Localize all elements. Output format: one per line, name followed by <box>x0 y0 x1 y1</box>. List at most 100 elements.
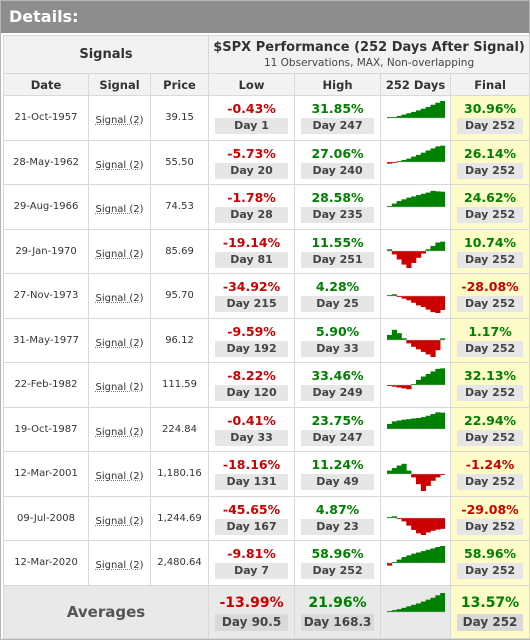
sparkline-cell <box>380 495 452 541</box>
sparkline-bar <box>420 193 426 207</box>
sparkline-bar <box>415 518 421 534</box>
signal-link[interactable]: Signal (2) <box>95 560 144 572</box>
final-cell: 1.17% Day 252 <box>450 317 530 363</box>
sparkline-cell <box>380 95 452 141</box>
table-row: 09-Jul-2008 Signal (2) 1,244.69 -45.65% Day … <box>3 495 530 541</box>
table-row: 29-Jan-1970 Signal (2) 85.69 -19.14% Day 81 1… <box>3 228 530 274</box>
details-title: Details: <box>1 1 529 33</box>
sparkline-bar <box>405 384 411 389</box>
final-percent: 10.74% <box>464 234 517 250</box>
sparkline-bar <box>415 155 421 163</box>
date-cell: 22-Feb-1982 <box>3 362 89 408</box>
date-cell: 29-Jan-1970 <box>3 228 89 274</box>
avg-final-percent: 13.57% <box>460 594 520 611</box>
sparkline-bar <box>391 116 397 118</box>
table-row: 31-May-1977 Signal (2) 96.12 -9.59% Day 192 5… <box>3 317 530 363</box>
low-day: Day 28 <box>215 207 289 224</box>
low-percent: -45.65% <box>222 501 281 517</box>
sparkline-bar <box>420 152 426 163</box>
final-cell: 22.94% Day 252 <box>450 406 530 452</box>
table-row: 19-Oct-1987 Signal (2) 224.84 -0.41% Day 33 2… <box>3 406 530 452</box>
signal-link[interactable]: Signal (2) <box>95 293 144 305</box>
sparkline-bar <box>425 599 431 612</box>
high-cell: 4.87% Day 23 <box>294 495 382 541</box>
sparkline-bar <box>386 562 392 566</box>
sparkline-bar <box>410 604 416 612</box>
sparkline-bar <box>439 592 445 612</box>
final-cell: 58.96% Day 252 <box>450 540 530 586</box>
signal-link[interactable]: Signal (2) <box>95 159 144 171</box>
avg-final-cell: 13.57% Day 252 <box>450 584 530 639</box>
table-row: 27-Nov-1973 Signal (2) 95.70 -34.92% Day 215… <box>3 273 530 319</box>
price-cell: 96.12 <box>149 317 210 363</box>
sparkline-bar <box>434 146 440 163</box>
high-day: Day 240 <box>301 162 375 179</box>
sparkline-bar <box>391 467 397 474</box>
sparkline-bar <box>420 376 426 385</box>
sparkline-bar <box>386 205 392 207</box>
date-cell: 31-May-1977 <box>3 317 89 363</box>
sparkline-bar <box>396 333 402 341</box>
signal-link[interactable]: Signal (2) <box>95 515 144 527</box>
sparkline-bar <box>386 610 392 612</box>
signal-link[interactable]: Signal (2) <box>95 382 144 394</box>
sparkline-bar <box>434 518 440 530</box>
sparkline-bar <box>405 470 411 474</box>
low-day: Day 131 <box>215 474 289 491</box>
sparkline-bar <box>405 419 411 430</box>
final-day: Day 252 <box>457 251 524 268</box>
sparkline-bar <box>430 473 436 481</box>
signal-link[interactable]: Signal (2) <box>95 204 144 216</box>
sparkline-chart <box>386 100 445 119</box>
price-cell: 55.50 <box>149 139 210 185</box>
sparkline-bar <box>410 553 416 563</box>
signal-link[interactable]: Signal (2) <box>95 337 144 349</box>
sparkline-bar <box>434 546 440 563</box>
sparkline-bar <box>396 420 402 430</box>
sparkline-bar <box>405 605 411 612</box>
high-percent: 4.28% <box>315 279 360 295</box>
sparkline-bar <box>430 148 436 163</box>
sparkline-bar <box>396 518 402 520</box>
sparkline-bar <box>401 518 407 522</box>
low-day: Day 7 <box>215 563 289 580</box>
final-day: Day 252 <box>457 563 524 580</box>
low-cell: -45.65% Day 167 <box>208 495 296 541</box>
sparkline-bar <box>396 559 402 563</box>
signal-link[interactable]: Signal (2) <box>95 248 144 260</box>
final-cell: 32.13% Day 252 <box>450 362 530 408</box>
signal-link[interactable]: Signal (2) <box>95 426 144 438</box>
price-cell: 2,480.64 <box>149 540 210 586</box>
sparkline-bar <box>410 251 416 264</box>
sparkline-bar <box>386 116 392 118</box>
sparkline-chart <box>386 330 445 358</box>
sparkline-bar <box>405 295 411 300</box>
signal-link[interactable]: Signal (2) <box>95 115 144 127</box>
performance-table: Signals $SPX Performance (252 Days After… <box>2 35 530 639</box>
low-percent: -18.16% <box>222 457 281 473</box>
low-percent: -9.81% <box>227 546 276 562</box>
sparkline-bar <box>415 110 421 118</box>
sparkline-bar <box>439 191 445 207</box>
high-cell: 28.58% Day 235 <box>294 184 382 230</box>
high-cell: 5.90% Day 33 <box>294 317 382 363</box>
sparkline-bar <box>425 518 431 533</box>
sparkline-bar <box>405 340 411 344</box>
high-cell: 4.28% Day 25 <box>294 273 382 319</box>
high-day: Day 235 <box>301 207 375 224</box>
high-day: Day 251 <box>301 251 375 268</box>
signal-link[interactable]: Signal (2) <box>95 471 144 483</box>
low-cell: -8.22% Day 120 <box>208 362 296 408</box>
sparkline-cell <box>380 362 452 408</box>
performance-subtitle: 11 Observations, MAX, Non-overlapping <box>263 57 475 69</box>
signal-cell: Signal (2) <box>88 139 151 185</box>
avg-low-percent: -13.99% <box>219 594 284 611</box>
column-header-252-days: 252 Days <box>380 73 452 96</box>
avg-low-cell: -13.99% Day 90.5 <box>208 584 296 639</box>
sparkline-bar <box>396 608 402 612</box>
sparkline-bar <box>425 249 431 252</box>
sparkline-bar <box>401 199 407 207</box>
high-day: Day 247 <box>301 429 375 446</box>
sparkline-bar <box>391 251 397 255</box>
sparkline-bar <box>415 473 421 484</box>
